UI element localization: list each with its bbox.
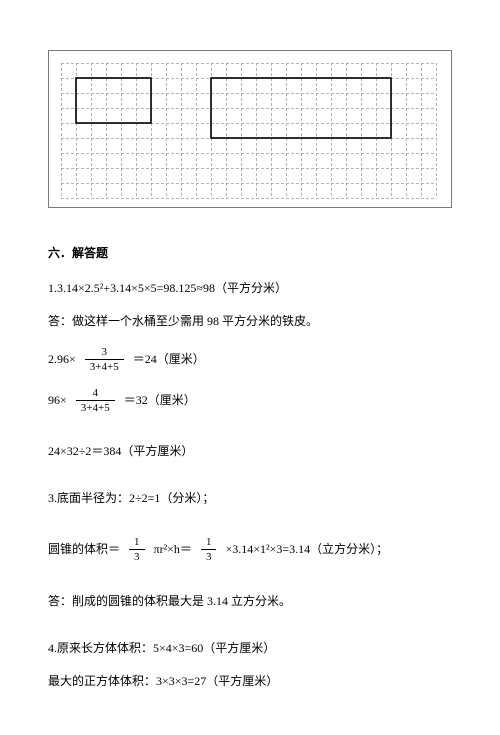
q2-eq1: 2.96× 3 3+4+5 ＝24（厘米） (48, 346, 452, 373)
q3-frac1: 1 3 (129, 536, 145, 563)
q3-suffix: ×3.14×1²×3=3.14（立方分米）； (225, 542, 388, 556)
q3-frac2: 1 3 (201, 536, 217, 563)
q2-eq2: 96× 4 3+4+5 ＝32（厘米） (48, 387, 452, 414)
frac-num: 1 (201, 536, 217, 550)
q2-suffix2: ＝32（厘米） (124, 393, 196, 407)
q3-line1: 3.底面半径为：2÷2=1（分米）； (48, 489, 452, 508)
frac-num: 3 (85, 346, 124, 360)
q3-answer: 答：削成的圆锥的体积最大是 3.14 立方分米。 (48, 592, 452, 611)
frac-den: 3 (129, 550, 145, 563)
q2-line3: 24×32÷2＝384（平方厘米） (48, 442, 452, 461)
q2-prefix: 2.96× (48, 352, 76, 366)
q1-line2: 答：做这样一个水桶至少需用 98 平方分米的铁皮。 (48, 312, 452, 331)
q2-frac1: 3 3+4+5 (85, 346, 124, 373)
q2-prefix2: 96× (48, 393, 67, 407)
q2-frac2: 4 3+4+5 (76, 387, 115, 414)
q3-eq: 圆锥的体积＝ 1 3 πr²×h＝ 1 3 ×3.14×1²×3=3.14（立方… (48, 536, 452, 563)
q4-line1: 4.原来长方体体积：5×4×3=60（平方厘米） (48, 639, 452, 658)
frac-den: 3 (201, 550, 217, 563)
q1-line1: 1.3.14×2.5²+3.14×5×5=98.125≈98（平方分米） (48, 279, 452, 298)
section-title: 六．解答题 (48, 244, 452, 263)
grid-svg (61, 63, 437, 199)
page-container: 六．解答题 1.3.14×2.5²+3.14×5×5=98.125≈98（平方分… (0, 0, 500, 735)
grid-panel (48, 50, 452, 208)
q2-suffix1: ＝24（厘米） (133, 352, 205, 366)
frac-den: 3+4+5 (85, 360, 124, 373)
frac-num: 1 (129, 536, 145, 550)
frac-num: 4 (76, 387, 115, 401)
frac-den: 3+4+5 (76, 401, 115, 414)
q4-line2: 最大的正方体体积：3×3×3=27（平方厘米） (48, 672, 452, 691)
q3-prefix: 圆锥的体积＝ (48, 542, 120, 556)
q3-mid: πr²×h＝ (154, 542, 192, 556)
